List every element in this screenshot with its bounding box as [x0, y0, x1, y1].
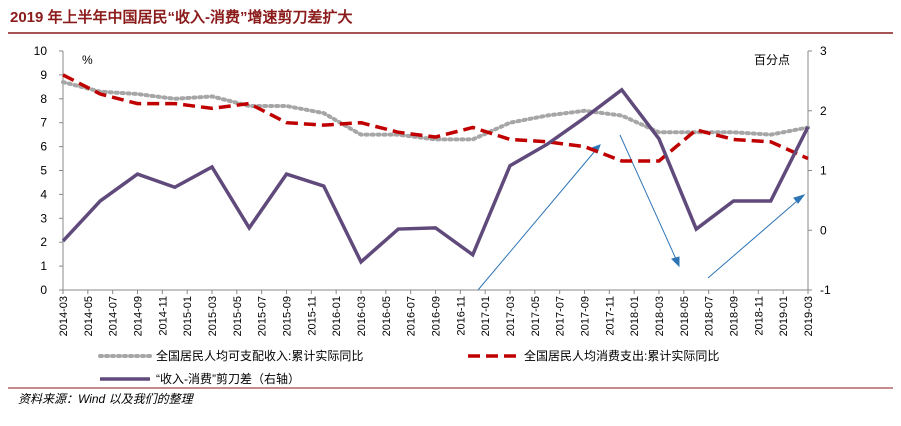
y-tick-label: 1 — [40, 259, 47, 273]
y-tick-label: 3 — [40, 211, 47, 225]
y2-tick-label: 0 — [820, 223, 827, 237]
x-tick-label: 2017-07 — [555, 296, 567, 336]
legend-label: 全国居民人均消费支出:累计实际同比 — [524, 348, 719, 363]
x-tick-label: 2014-07 — [108, 296, 120, 336]
x-tick-label: 2015-11 — [306, 296, 318, 336]
y-tick-label: 8 — [40, 92, 47, 106]
y2-tick-label: 3 — [820, 44, 827, 58]
legend-label: “收入-消费”剪刀差（右轴） — [156, 371, 300, 386]
x-tick-label: 2018-11 — [753, 296, 765, 336]
x-tick-label: 2014-03 — [58, 296, 70, 336]
source-note: 资料来源：Wind 以及我们的整理 — [18, 392, 195, 406]
x-tick-label: 2016-11 — [455, 296, 467, 336]
series-line — [62, 73, 809, 163]
x-tick-label: 2018-03 — [654, 296, 666, 336]
series-line — [61, 87, 810, 265]
annotation-arrows — [477, 134, 806, 291]
x-tick-label: 2017-11 — [604, 296, 616, 336]
y-tick-label: 4 — [40, 187, 47, 201]
y2-axis-unit: 百分点 — [754, 53, 790, 67]
y-tick-label: 0 — [40, 283, 47, 297]
x-tick-label: 2016-09 — [431, 296, 443, 336]
y-axis-unit: % — [82, 53, 93, 67]
x-tick-label: 2017-03 — [505, 296, 517, 336]
series-line — [61, 80, 810, 142]
y-tick-label: 5 — [40, 164, 47, 178]
legend-label: 全国居民人均可支配收入:累计实际同比 — [156, 348, 363, 363]
y-tick-label: 9 — [40, 68, 47, 82]
x-tick-label: 2016-03 — [356, 296, 368, 336]
y-tick-label: 7 — [40, 116, 47, 130]
y2-tick-label: -1 — [820, 283, 831, 297]
x-tick-label: 2015-05 — [232, 296, 244, 336]
y2-tick-label: 1 — [820, 164, 827, 178]
x-tick-label: 2016-05 — [381, 296, 393, 336]
x-tick-label: 2018-09 — [729, 296, 741, 336]
x-tick-label: 2018-05 — [679, 296, 691, 336]
x-tick-label: 2017-01 — [480, 296, 492, 336]
y-tick-label: 10 — [34, 44, 48, 58]
x-tick-label: 2014-05 — [83, 296, 95, 336]
x-tick-label: 2015-09 — [282, 296, 294, 336]
y-tick-label: 2 — [40, 235, 47, 249]
x-tick-label: 2015-03 — [207, 296, 219, 336]
x-tick-label: 2018-01 — [629, 296, 641, 336]
x-tick-label: 2016-07 — [406, 296, 418, 336]
x-tick-label: 2019-03 — [803, 296, 815, 336]
y2-tick-label: 2 — [820, 104, 827, 118]
x-tick-label: 2019-01 — [778, 296, 790, 336]
x-tick-label: 2017-09 — [580, 296, 592, 336]
x-tick-label: 2015-07 — [257, 296, 269, 336]
x-tick-label: 2016-01 — [331, 296, 343, 336]
x-tick-label: 2014-09 — [133, 296, 145, 336]
y-tick-label: 6 — [40, 140, 47, 154]
x-tick-label: 2014-11 — [157, 296, 169, 336]
x-tick-label: 2018-07 — [704, 296, 716, 336]
chart-title: 2019 年上半年中国居民“收入-消费”增速剪刀差扩大 — [10, 8, 353, 26]
x-tick-label: 2015-01 — [182, 296, 194, 336]
x-tick-label: 2017-05 — [530, 296, 542, 336]
